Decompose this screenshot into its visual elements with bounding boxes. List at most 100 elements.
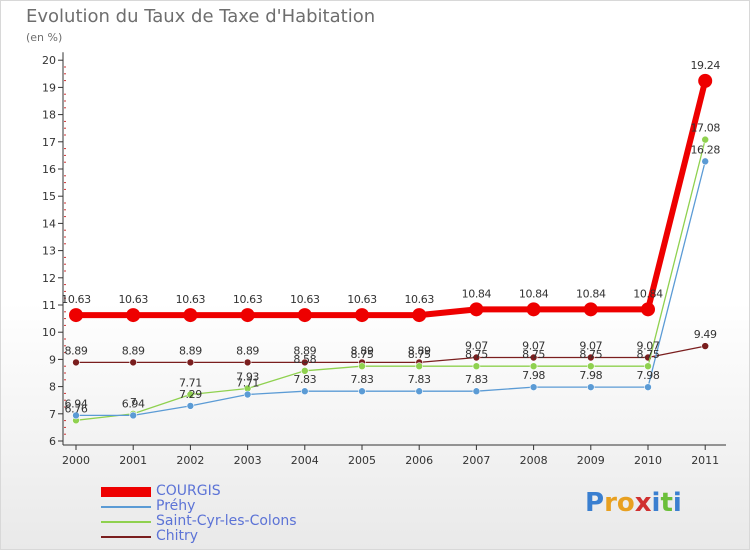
x-tick-label: 2011 [691, 454, 719, 467]
data-label: 8.75 [637, 348, 660, 361]
logo-letter: t [660, 488, 673, 518]
y-tick-label: 11 [42, 299, 56, 312]
data-label: 8.89 [179, 344, 202, 357]
logo-letter: i [672, 488, 682, 518]
data-point [469, 302, 484, 317]
data-point [529, 362, 538, 371]
y-tick-label: 19 [42, 81, 56, 94]
y-tick-label: 8 [49, 381, 56, 394]
data-point [412, 308, 427, 323]
x-tick-label: 2003 [234, 454, 262, 467]
data-point [355, 308, 369, 323]
data-label: 10.63 [347, 293, 377, 306]
data-label: 7.93 [236, 371, 259, 384]
y-tick-label: 18 [42, 109, 56, 122]
data-label: 7.98 [579, 369, 602, 382]
logo-letter: r [604, 488, 617, 518]
chart-subtitle: (en %) [26, 31, 63, 44]
data-point [472, 362, 481, 371]
legend-swatch [101, 521, 151, 523]
data-point [358, 362, 366, 371]
series-lines [69, 73, 713, 425]
legend-label: Saint-Cyr-les-Colons [156, 513, 297, 529]
data-label: 8.75 [522, 348, 545, 361]
data-point [415, 362, 424, 371]
data-point [297, 308, 312, 323]
data-label: 9.07 [522, 339, 545, 352]
y-tick-label: 14 [42, 217, 56, 230]
data-label: 6.94 [65, 397, 88, 410]
y-tick-label: 6 [49, 435, 56, 448]
logo-letter: i [651, 488, 661, 518]
x-tick-label: 2002 [176, 454, 204, 467]
series-line [75, 139, 706, 421]
data-point [129, 358, 137, 367]
legend-label: Chitry [156, 528, 199, 544]
data-label: 10.63 [404, 293, 434, 306]
data-label: 8.89 [65, 344, 88, 357]
data-point [529, 353, 538, 362]
series-line [76, 161, 706, 417]
data-label: 8.75 [579, 348, 602, 361]
data-point [529, 383, 538, 391]
data-label: 10.63 [290, 293, 320, 306]
data-label: 9.07 [637, 339, 660, 352]
data-label: 10.63 [176, 293, 206, 306]
data-point [586, 383, 595, 391]
data-point [472, 353, 481, 362]
chart-title: Evolution du Taux de Taxe d'Habitation [26, 6, 376, 27]
data-point [243, 358, 252, 367]
data-point [701, 157, 710, 166]
data-label: 7.71 [236, 376, 259, 389]
series-line [76, 345, 706, 364]
data-label: 16.28 [690, 143, 720, 156]
data-label: 7.98 [637, 369, 660, 382]
x-tick-label: 2007 [462, 454, 490, 467]
data-point [186, 358, 195, 367]
data-label: 8.89 [293, 344, 316, 357]
data-point [586, 362, 595, 371]
data-label: 10.63 [233, 293, 263, 306]
x-tick-label: 2001 [119, 454, 147, 467]
data-label: 8.89 [351, 344, 374, 357]
data-point [701, 135, 710, 144]
x-tick-label: 2004 [291, 454, 319, 467]
data-point [358, 387, 366, 396]
data-label: 10.84 [519, 287, 549, 300]
data-labels: 10.63 10.63 10.63 10.63 10.63 10.63 10.63 10.84… [61, 59, 720, 415]
data-label: 8.75 [351, 348, 374, 361]
x-tick-label: 2009 [577, 454, 605, 467]
data-label: 7.83 [408, 373, 431, 386]
data-label: 10.63 [118, 293, 148, 306]
data-point [126, 308, 141, 323]
data-label: 8.89 [236, 344, 259, 357]
x-tick-label: 2006 [405, 454, 433, 467]
data-label: 7.98 [522, 369, 545, 382]
data-label: 10.84 [462, 287, 492, 300]
data-point [644, 362, 652, 371]
data-label: 6.76 [65, 402, 88, 415]
logo-letter: x [634, 488, 652, 518]
axes: 6 7 8 9 10 11 12 13 14 15 16 17 18 19 20 2000 2001 2002 20… [42, 52, 726, 467]
data-label: 9.07 [465, 339, 488, 352]
data-point [243, 390, 252, 399]
data-label: 7.29 [179, 388, 202, 401]
y-tick-label: 12 [42, 272, 56, 285]
data-point [129, 411, 137, 420]
data-label: 7.71 [179, 376, 202, 389]
legend-swatch [101, 506, 151, 508]
data-point [472, 387, 481, 396]
data-label: 9.07 [579, 339, 602, 352]
data-label: 10.63 [61, 293, 91, 306]
data-label: 10.84 [576, 287, 606, 300]
data-label: 8.58 [293, 353, 316, 366]
y-tick-label: 10 [42, 326, 56, 339]
data-label: 19.24 [690, 59, 720, 72]
data-point [183, 308, 198, 323]
data-label: 8.89 [408, 344, 431, 357]
y-tick-label: 9 [49, 353, 56, 366]
data-label: 7 [130, 396, 137, 409]
data-label: 7.83 [465, 373, 488, 386]
x-tick-label: 2000 [62, 454, 90, 467]
